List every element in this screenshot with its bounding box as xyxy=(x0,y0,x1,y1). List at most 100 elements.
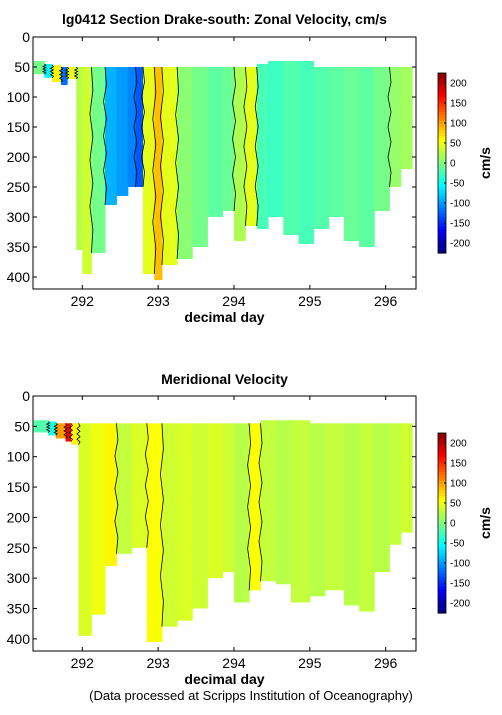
colorbar-swatch xyxy=(438,511,446,515)
colorbar-swatch xyxy=(438,610,446,614)
velocity-column xyxy=(324,423,345,591)
colorbar-swatch xyxy=(438,139,446,143)
colorbar-swatch xyxy=(438,133,446,137)
colorbar-tick-label: 50 xyxy=(450,499,462,510)
colorbar-swatch xyxy=(438,241,446,245)
contour-line xyxy=(45,421,51,433)
colorbar-swatch xyxy=(438,433,446,437)
colorbar-swatch xyxy=(438,76,446,80)
velocity-column xyxy=(222,423,235,573)
colorbar-swatch xyxy=(438,514,446,518)
colorbar-swatch xyxy=(438,169,446,173)
colorbar-swatch xyxy=(438,232,446,236)
y-tick-label: 100 xyxy=(7,449,31,465)
velocity-column xyxy=(91,423,106,615)
velocity-column xyxy=(131,423,148,548)
velocity-column xyxy=(61,67,68,85)
contour-line xyxy=(41,63,47,75)
colorbar-swatch xyxy=(438,577,446,581)
axes-frame xyxy=(32,36,417,290)
colorbar-swatch xyxy=(438,481,446,485)
velocity-column xyxy=(207,423,224,579)
velocity-column xyxy=(116,423,133,554)
data-layer xyxy=(33,420,413,642)
colorbar-tick-label: -150 xyxy=(450,579,470,590)
colorbar-swatch xyxy=(438,208,446,212)
colorbar-swatch xyxy=(438,448,446,452)
colorbar-swatch xyxy=(438,190,446,194)
colorbar-swatch xyxy=(438,178,446,182)
colorbar-swatch xyxy=(438,547,446,551)
velocity-column xyxy=(249,423,262,591)
colorbar-swatch xyxy=(438,535,446,539)
colorbar-swatch xyxy=(438,556,446,560)
footer-credit: (Data processed at Scripps Institution o… xyxy=(89,688,413,703)
data-layer xyxy=(33,61,413,280)
colorbar-swatch xyxy=(438,574,446,578)
contour-line xyxy=(243,66,248,227)
colorbar-swatch xyxy=(438,109,446,113)
colorbar-swatch xyxy=(438,121,446,125)
colorbar: 200 150 100 50 0 -50 -100 -150 -200 cm/s xyxy=(437,72,493,254)
y-tick-label: 50 xyxy=(14,59,30,75)
colorbar-swatch xyxy=(438,217,446,221)
colorbar-tick-label: 100 xyxy=(450,479,467,490)
colorbar-swatch xyxy=(438,154,446,158)
x-tick-label: 293 xyxy=(146,655,170,671)
colorbar-tick-label: -50 xyxy=(450,179,465,190)
colorbar-swatch xyxy=(438,490,446,494)
colorbar-tick-label: 200 xyxy=(450,439,467,450)
colorbar-swatch xyxy=(438,223,446,227)
y-tick-label: 400 xyxy=(7,269,31,285)
y-tick-label: 400 xyxy=(7,631,31,647)
y-tick-label: 250 xyxy=(7,179,31,195)
colorbar-swatch xyxy=(438,97,446,101)
colorbar-swatch xyxy=(438,604,446,608)
colorbar-tick-label: 100 xyxy=(450,119,467,130)
colorbar-swatch xyxy=(438,568,446,572)
velocity-column xyxy=(105,67,117,205)
colorbar-tick-label: -50 xyxy=(450,539,465,550)
colorbar-swatch xyxy=(438,592,446,596)
colorbar-tick-label: 50 xyxy=(450,139,462,150)
colorbar-swatch xyxy=(438,493,446,497)
colorbar-swatch xyxy=(438,202,446,206)
colorbar-tick-label: 150 xyxy=(450,459,467,470)
velocity-column xyxy=(70,423,80,445)
colorbar-tick-label: -100 xyxy=(450,199,470,210)
colorbar-swatch xyxy=(438,205,446,209)
velocity-column xyxy=(161,423,178,627)
colorbar-swatch xyxy=(438,184,446,188)
colorbar-swatch xyxy=(438,73,446,77)
colorbar-swatch xyxy=(438,442,446,446)
x-tick-label: 295 xyxy=(298,293,322,309)
contour-line xyxy=(152,66,157,275)
colorbar-swatch xyxy=(438,214,446,218)
colorbar-tick-label: -150 xyxy=(450,219,470,230)
colorbar-swatch xyxy=(438,565,446,569)
velocity-column xyxy=(142,67,155,274)
colorbar-swatch xyxy=(438,508,446,512)
contour-line xyxy=(73,66,79,80)
colorbar-swatch xyxy=(438,583,446,587)
colorbar-swatch xyxy=(438,103,446,107)
x-tick-label: 296 xyxy=(374,655,398,671)
velocity-column xyxy=(48,421,57,436)
colorbar-swatch xyxy=(438,91,446,95)
velocity-column xyxy=(154,67,163,280)
x-axis-label: decimal day xyxy=(184,671,264,687)
colorbar-swatch xyxy=(438,559,446,563)
velocity-column xyxy=(146,423,163,642)
velocity-column xyxy=(374,423,390,573)
colorbar-swatch xyxy=(438,196,446,200)
colorbar-swatch xyxy=(438,79,446,83)
colorbar-swatch xyxy=(438,445,446,449)
zonal-velocity-panel: lg0412 Section Drake-south: Zonal Veloci… xyxy=(7,11,493,325)
colorbar-swatch xyxy=(438,466,446,470)
velocity-column xyxy=(359,423,375,612)
x-tick-label: 292 xyxy=(71,293,95,309)
colorbar-swatch xyxy=(438,82,446,86)
colorbar-swatch xyxy=(438,475,446,479)
colorbar-tick-label: 0 xyxy=(450,159,456,170)
velocity-column xyxy=(374,67,390,211)
